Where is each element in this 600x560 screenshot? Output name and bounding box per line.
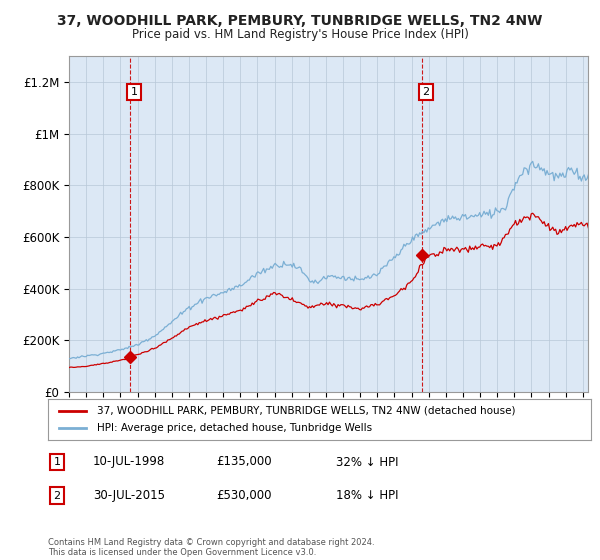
- Text: £135,000: £135,000: [216, 455, 272, 469]
- Text: 2: 2: [53, 491, 61, 501]
- Text: 32% ↓ HPI: 32% ↓ HPI: [336, 455, 398, 469]
- Text: Contains HM Land Registry data © Crown copyright and database right 2024.
This d: Contains HM Land Registry data © Crown c…: [48, 538, 374, 557]
- Text: Price paid vs. HM Land Registry's House Price Index (HPI): Price paid vs. HM Land Registry's House …: [131, 28, 469, 41]
- Text: 1: 1: [130, 87, 137, 97]
- Text: HPI: Average price, detached house, Tunbridge Wells: HPI: Average price, detached house, Tunb…: [97, 423, 372, 433]
- Text: £530,000: £530,000: [216, 489, 271, 502]
- Text: 37, WOODHILL PARK, PEMBURY, TUNBRIDGE WELLS, TN2 4NW: 37, WOODHILL PARK, PEMBURY, TUNBRIDGE WE…: [58, 14, 542, 28]
- Text: 2: 2: [422, 87, 430, 97]
- Text: 18% ↓ HPI: 18% ↓ HPI: [336, 489, 398, 502]
- Text: 30-JUL-2015: 30-JUL-2015: [93, 489, 165, 502]
- Text: 37, WOODHILL PARK, PEMBURY, TUNBRIDGE WELLS, TN2 4NW (detached house): 37, WOODHILL PARK, PEMBURY, TUNBRIDGE WE…: [97, 405, 515, 416]
- Text: 10-JUL-1998: 10-JUL-1998: [93, 455, 165, 469]
- Text: 1: 1: [53, 457, 61, 467]
